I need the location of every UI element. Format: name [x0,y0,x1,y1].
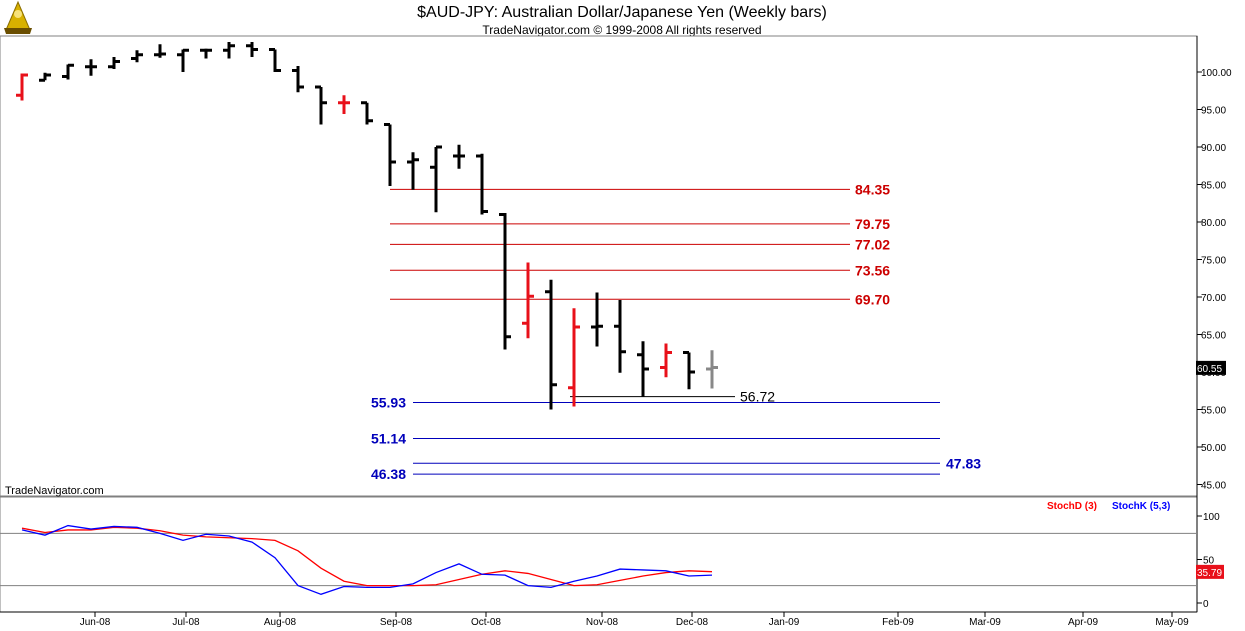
time-tick-label: Jan-09 [769,617,800,628]
fib-level-label: 84.35 [855,181,890,197]
price-tick-label: 85.00 [1201,181,1226,192]
stochastic-y-axis: 100 50 0 [0,512,1220,610]
fib-level-label: 79.75 [855,216,890,232]
price-tick-label: 80.00 [1201,218,1226,229]
stoch-tick-label: 50 [1203,556,1215,567]
price-tick-label: 65.00 [1201,331,1226,342]
stoch-d-line [21,526,713,587]
ohlc-bar [545,279,557,410]
ohlc-bar [683,351,695,390]
ohlc-bar [108,57,120,69]
time-tick-label: Dec-08 [676,617,709,628]
stochastic-lines [21,524,713,595]
ohlc-bar [85,59,97,76]
time-tick-label: Jun-08 [80,617,111,628]
time-tick-label: Nov-08 [586,617,619,628]
ohlc-bar [706,350,718,389]
fib-level-label: 55.93 [371,395,406,411]
annotation-label: 56.72 [740,389,775,405]
ohlc-bar [453,144,465,169]
ohlc-bar [384,123,396,186]
ohlc-bar [338,95,350,114]
fib-level-label: 51.14 [371,430,406,446]
ohlc-bar [476,153,488,215]
stoch-last-marker: 35.79 [1196,564,1224,579]
stoch-last-label: 35.79 [1197,568,1222,579]
ohlc-bar [361,101,373,125]
stoch-k-line [21,524,713,595]
price-y-axis: 100.00 95.00 90.00 85.00 80.00 75.00 70.00 65.0… [1197,68,1232,492]
fib-level-label: 46.38 [371,466,406,482]
time-tick-label: Jul-08 [172,617,200,628]
ohlc-bar [499,213,511,350]
price-tick-label: 100.00 [1201,68,1232,79]
time-tick-label: Apr-09 [1068,617,1098,628]
fib-level-label: 77.02 [855,236,890,252]
stoch-k-legend: StochK (5,3) [1112,501,1170,512]
fib-levels: 84.35 79.75 77.02 73.56 69.70 55.93 51.14 47.83… [371,181,981,482]
ohlc-bar [292,66,304,93]
ohlc-bar [430,145,442,213]
ohlc-bar [177,48,189,72]
ohlc-bar [62,63,74,80]
ohlc-bar [131,50,143,63]
trade-navigator-logo-icon [4,0,32,34]
chart-title: $AUD-JPY: Australian Dollar/Japanese Yen… [417,4,827,21]
stoch-d-legend: StochD (3) [1047,501,1097,512]
ohlc-bar [522,262,534,339]
ohlc-bar [39,72,51,82]
last-price-marker: 60.55 [1196,360,1226,375]
time-tick-label: Mar-09 [969,617,1001,628]
ohlc-bar [246,42,258,57]
ohlc-bar [614,300,626,373]
ohlc-bar [223,42,235,59]
ohlc-bar [154,44,166,58]
price-tick-label: 95.00 [1201,106,1226,117]
ohlc-bar [660,343,672,378]
stoch-tick-label: 0 [1203,599,1209,610]
price-bars [16,42,718,410]
ohlc-bar [568,308,580,407]
stochastic-panel [0,496,1198,613]
ohlc-bar [315,85,327,125]
price-panel [0,35,1198,497]
fib-level-label: 69.70 [855,291,890,307]
ohlc-bar [591,292,603,347]
time-tick-label: Oct-08 [471,617,501,628]
price-tick-label: 70.00 [1201,293,1226,304]
chart-subtitle: TradeNavigator.com © 1999-2008 All right… [482,23,761,37]
time-tick-label: Sep-08 [380,617,413,628]
time-tick-label: Aug-08 [264,617,297,628]
watermark-text: TradeNavigator.com [5,485,104,497]
ohlc-bar [16,73,28,101]
last-price-label: 60.55 [1197,364,1222,375]
fib-level-label: 47.83 [946,455,981,471]
price-tick-label: 50.00 [1201,443,1226,454]
time-tick-label: May-09 [1155,617,1189,628]
ohlc-bar [269,48,281,72]
ohlc-bar [200,48,212,59]
stoch-tick-label: 100 [1203,512,1220,523]
price-tick-label: 45.00 [1201,481,1226,492]
time-x-axis: Jun-08 Jul-08 Aug-08 Sep-08 Oct-08 Nov-08 Dec-… [80,612,1189,628]
price-tick-label: 75.00 [1201,256,1226,267]
price-tick-label: 55.00 [1201,406,1226,417]
ohlc-bar [407,152,419,190]
time-tick-label: Feb-09 [882,617,914,628]
price-tick-label: 90.00 [1201,143,1226,154]
ohlc-bar [637,341,649,397]
fib-level-label: 73.56 [855,262,890,278]
